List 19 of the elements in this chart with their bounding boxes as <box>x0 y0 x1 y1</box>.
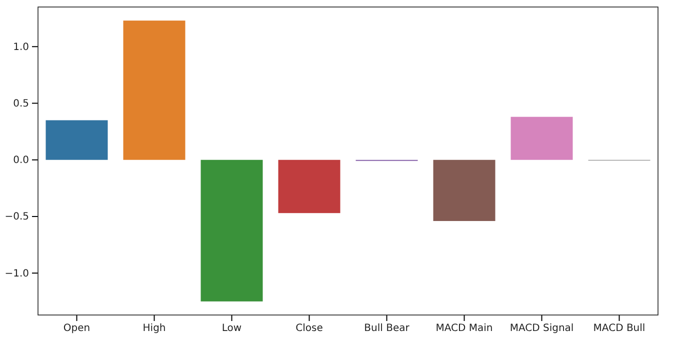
y-tick-label: −0.5 <box>4 212 29 223</box>
x-tick-label: MACD Bull <box>593 323 646 334</box>
bar <box>123 20 186 160</box>
x-tick-label: Open <box>63 323 90 334</box>
y-tick-label: 0.5 <box>13 98 29 110</box>
x-tick-label: Low <box>222 323 242 334</box>
bar <box>510 116 573 160</box>
bar <box>278 160 340 214</box>
x-tick-label: MACD Main <box>436 323 493 334</box>
x-tick-label: Close <box>296 323 323 334</box>
x-tick-label: Bull Bear <box>364 323 410 334</box>
bar <box>46 120 108 160</box>
x-tick-label: MACD Signal <box>510 323 574 334</box>
x-tick-label: High <box>142 323 166 334</box>
y-tick-label: 0.0 <box>13 155 29 166</box>
y-tick-label: 1.0 <box>13 42 29 53</box>
y-tick-label: −1.0 <box>4 268 29 280</box>
bar <box>200 160 263 302</box>
bar <box>433 160 496 222</box>
